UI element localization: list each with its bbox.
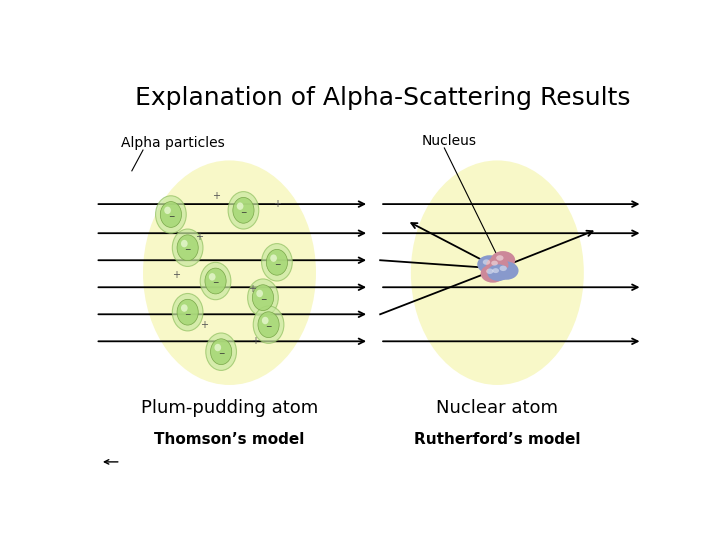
Text: +: +: [248, 285, 256, 294]
Text: Plum-pudding atom: Plum-pudding atom: [141, 399, 318, 417]
Text: −: −: [240, 208, 247, 217]
Ellipse shape: [206, 333, 236, 370]
Ellipse shape: [172, 229, 203, 266]
Circle shape: [490, 251, 516, 269]
Text: +: +: [251, 336, 258, 346]
Ellipse shape: [177, 299, 198, 325]
Circle shape: [483, 259, 490, 265]
Ellipse shape: [253, 306, 284, 343]
Ellipse shape: [256, 290, 263, 297]
Text: −: −: [212, 279, 219, 288]
Text: −: −: [266, 322, 271, 331]
Ellipse shape: [161, 201, 181, 227]
Ellipse shape: [181, 240, 188, 247]
Ellipse shape: [156, 196, 186, 233]
Text: −: −: [184, 245, 191, 254]
Ellipse shape: [266, 249, 287, 275]
Ellipse shape: [237, 202, 243, 210]
Text: Rutherford’s model: Rutherford’s model: [414, 431, 580, 447]
Circle shape: [492, 268, 499, 273]
Text: Alpha particles: Alpha particles: [121, 136, 225, 150]
Circle shape: [486, 257, 508, 274]
Circle shape: [491, 261, 498, 266]
Text: +: +: [195, 232, 203, 242]
Text: +: +: [212, 191, 220, 201]
Ellipse shape: [200, 262, 231, 300]
Text: −: −: [260, 295, 266, 304]
Text: −: −: [274, 260, 280, 269]
Text: −: −: [218, 349, 225, 358]
Text: +: +: [273, 199, 281, 209]
Text: −: −: [184, 310, 191, 319]
Ellipse shape: [261, 244, 292, 281]
Ellipse shape: [209, 273, 215, 281]
Ellipse shape: [248, 279, 279, 316]
Circle shape: [486, 268, 493, 274]
Text: Nucleus: Nucleus: [422, 134, 477, 148]
Text: −: −: [168, 212, 174, 221]
Circle shape: [496, 255, 503, 261]
Circle shape: [487, 265, 510, 281]
Ellipse shape: [411, 160, 584, 385]
Ellipse shape: [258, 312, 279, 338]
Ellipse shape: [210, 339, 232, 364]
Ellipse shape: [262, 317, 269, 324]
Text: Explanation of Alpha-Scattering Results: Explanation of Alpha-Scattering Results: [135, 85, 630, 110]
Ellipse shape: [215, 344, 221, 352]
Ellipse shape: [228, 192, 258, 229]
Text: +: +: [173, 270, 181, 280]
Ellipse shape: [164, 207, 171, 214]
Ellipse shape: [233, 198, 254, 223]
Ellipse shape: [177, 235, 198, 261]
Text: Nuclear atom: Nuclear atom: [436, 399, 558, 417]
Text: +: +: [200, 320, 208, 330]
Ellipse shape: [143, 160, 316, 385]
Ellipse shape: [253, 285, 274, 310]
Circle shape: [481, 265, 505, 282]
Circle shape: [494, 261, 518, 280]
Ellipse shape: [270, 254, 277, 262]
Circle shape: [477, 255, 502, 274]
Ellipse shape: [172, 293, 203, 331]
Ellipse shape: [205, 268, 226, 294]
Text: Thomson’s model: Thomson’s model: [154, 431, 305, 447]
Circle shape: [500, 266, 507, 271]
Ellipse shape: [181, 305, 188, 312]
